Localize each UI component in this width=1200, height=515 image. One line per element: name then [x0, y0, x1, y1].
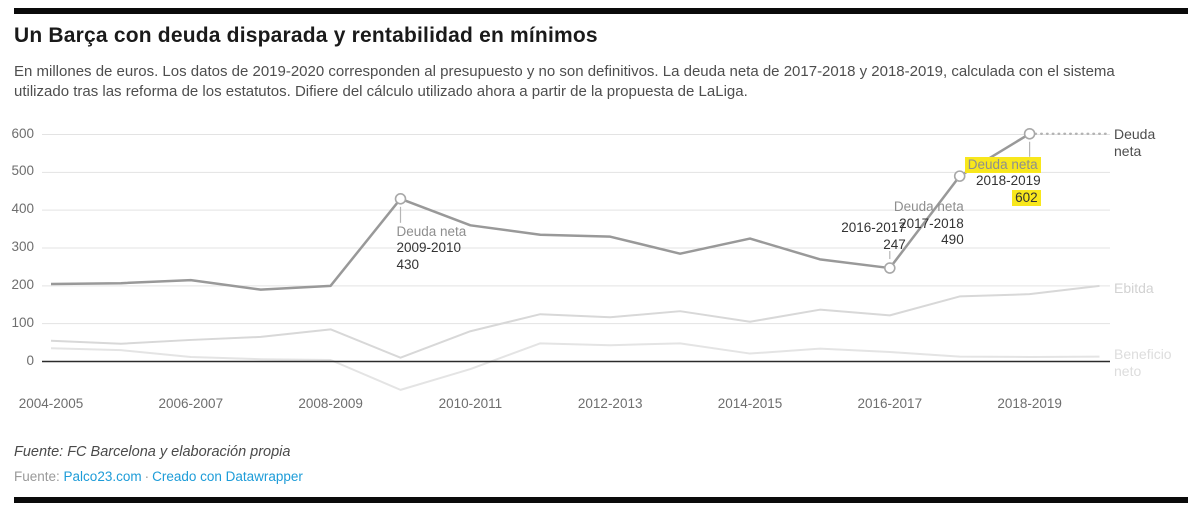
annotation-value: 430 [396, 256, 420, 272]
x-axis-label-2004-2005: 2004-2005 [18, 396, 84, 411]
annotation-value: 602 [965, 189, 1041, 207]
datawrapper-credit-link[interactable]: Creado con Datawrapper [152, 469, 303, 484]
top-rule [14, 8, 1188, 14]
annotation-2017-2018: Deuda neta 2017-2018 490 [894, 199, 964, 249]
chart-subtitle: En millones de euros. Los datos de 2019-… [14, 63, 1115, 100]
separator: · [144, 469, 150, 484]
y-axis-label-600: 600 [11, 125, 34, 141]
source-note: Fuente: FC Barcelona y elaboración propi… [14, 444, 291, 460]
annotation-season: 2018-2019 [976, 173, 1041, 189]
x-axis-label-2016-2017: 2016-2017 [857, 396, 923, 411]
y-axis-label-300: 300 [11, 239, 34, 254]
annotation-2009-2010: Deuda neta 2009-2010 430 [397, 224, 467, 274]
beneficio-neto-line [50, 342, 1100, 391]
annotation-series-label: Deuda neta [396, 223, 467, 239]
annotation-2018-2019: Deuda neta 2018-2019 602 [964, 156, 1041, 207]
x-axis-label-2018-2019: 2018-2019 [997, 396, 1062, 411]
annotation-value: 247 [883, 236, 906, 252]
series-label-ebitda: Ebitda [1114, 280, 1154, 296]
ebitda-line [50, 284, 1100, 359]
x-axis-label-2014-2015: 2014-2015 [717, 396, 783, 411]
annotation-series-label: Deuda neta [964, 156, 1041, 174]
marker-2016-2017 [883, 262, 896, 274]
y-axis-label-200: 200 [11, 276, 34, 292]
x-axis-label-2008-2009: 2008-2009 [298, 396, 363, 411]
y-axis-label-0: 0 [26, 352, 34, 368]
deuda-neta-line [50, 132, 1031, 291]
marker-2017-2018 [953, 170, 966, 182]
plot-canvas [42, 127, 1110, 391]
annotation-series-label: Deuda neta [893, 199, 964, 215]
marker-2018-2019 [1023, 127, 1036, 140]
bottom-rule [14, 497, 1188, 503]
annotation-season: 2016-2017 [841, 220, 906, 236]
x-axis-label-2006-2007: 2006-2007 [158, 396, 224, 411]
line-chart: 0 100 200 300 400 500 600 Deuda neta 2009-2010 43… [0, 120, 1200, 420]
x-axis-label-2010-2011: 2010-2011 [438, 396, 503, 411]
annotation-season: 2017-2018 [899, 215, 964, 231]
series-label-beneficio-neto: Beneficio neto [1114, 346, 1172, 379]
x-axis-label-2012-2013: 2012-2013 [577, 396, 643, 411]
annotation-season: 2009-2010 [396, 240, 462, 256]
annotation-value: 490 [941, 232, 964, 248]
y-axis-label-400: 400 [11, 201, 34, 217]
source-label: Fuente: [14, 469, 60, 484]
y-axis-label-500: 500 [11, 163, 34, 179]
annotation-2016-2017: 2016-2017 247 [841, 220, 906, 253]
source-link[interactable]: Palco23.com [63, 469, 142, 484]
chart-title: Un Barça con deuda disparada y rentabili… [14, 24, 598, 47]
marker-2009-2010 [394, 193, 407, 205]
y-axis-label-100: 100 [11, 314, 34, 330]
byline: Fuente: Palco23.com · Creado con Datawrapp… [14, 469, 303, 484]
series-label-deuda-neta: Deuda neta [1114, 126, 1156, 159]
